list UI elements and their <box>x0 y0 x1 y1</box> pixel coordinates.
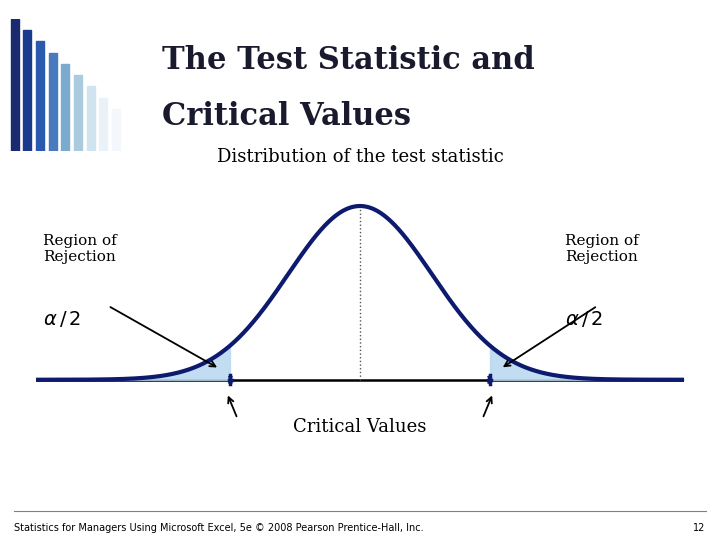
Text: The Test Statistic and: The Test Statistic and <box>163 45 535 76</box>
Text: $\alpha\,/\,2$: $\alpha\,/\,2$ <box>565 309 603 329</box>
Text: Region of
Rejection: Region of Rejection <box>565 234 639 264</box>
Bar <box>99 98 107 151</box>
Bar <box>49 52 57 151</box>
Bar <box>11 19 19 151</box>
Bar <box>23 30 31 151</box>
Text: Critical Values: Critical Values <box>163 101 411 132</box>
Bar <box>112 109 120 151</box>
Bar <box>74 75 82 151</box>
Text: 12: 12 <box>693 523 706 533</box>
Text: $\alpha\,/\,2$: $\alpha\,/\,2$ <box>43 309 81 329</box>
Text: Critical Values: Critical Values <box>293 418 427 436</box>
Bar <box>86 86 94 151</box>
Bar <box>61 64 69 151</box>
Bar <box>36 42 44 151</box>
Text: Region of
Rejection: Region of Rejection <box>43 234 117 264</box>
Text: Distribution of the test statistic: Distribution of the test statistic <box>217 147 503 166</box>
Text: Statistics for Managers Using Microsoft Excel, 5e © 2008 Pearson Prentice-Hall, : Statistics for Managers Using Microsoft … <box>14 523 424 533</box>
